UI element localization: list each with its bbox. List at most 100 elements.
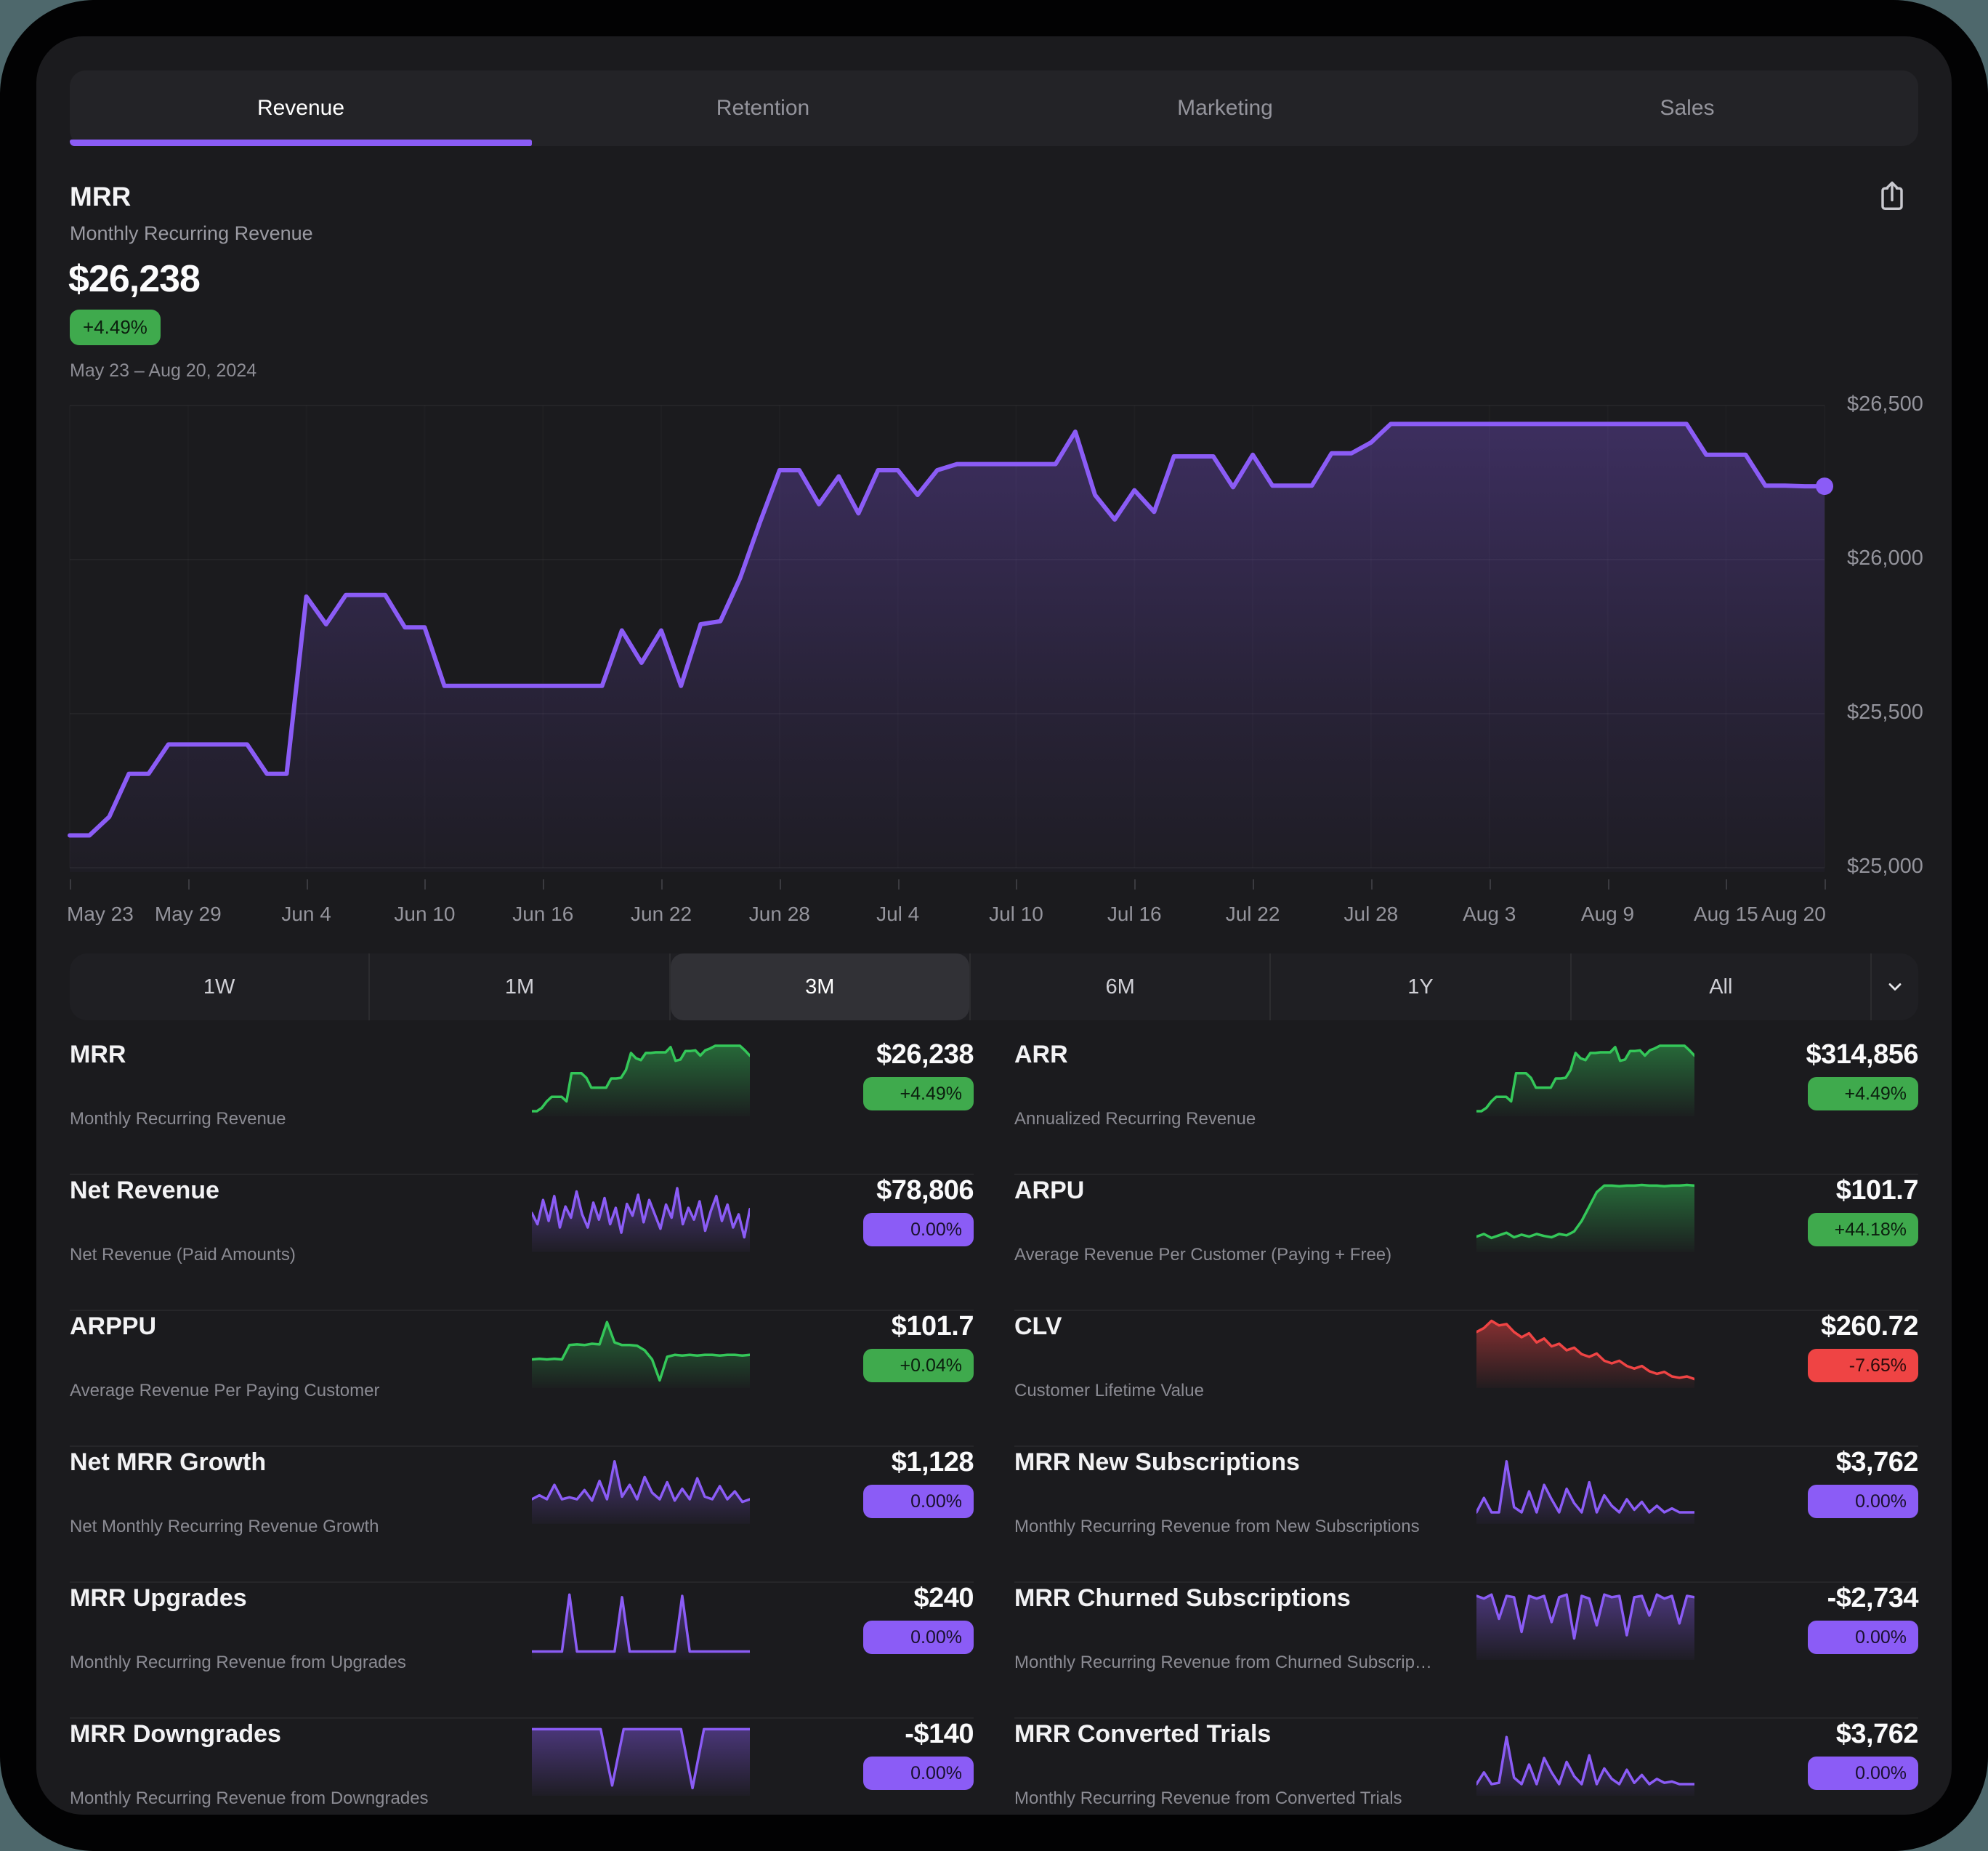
x-axis-label: Jul 4	[876, 903, 920, 925]
metric-row-arppu[interactable]: ARPPU Average Revenue Per Paying Custome…	[70, 1311, 974, 1447]
tab-sales[interactable]: Sales	[1660, 96, 1715, 120]
metric-row-net-mrr-growth[interactable]: Net MRR Growth Net Monthly Recurring Rev…	[70, 1447, 974, 1583]
last-point-dot	[1816, 477, 1833, 496]
x-axis-label: May 29	[154, 903, 222, 925]
metric-change-badge: 0.00%	[1808, 1757, 1918, 1790]
range-button-1m[interactable]: 1M	[370, 953, 668, 1020]
metric-sparkline	[532, 1727, 750, 1796]
metric-row-subtitle: Monthly Recurring Revenue from Downgrade…	[70, 1789, 429, 1808]
x-axis-label: Jun 28	[748, 903, 810, 925]
y-axis-label: $25,500	[1847, 701, 1923, 724]
y-axis-label: $25,000	[1847, 855, 1923, 878]
metric-row-value: $240	[913, 1583, 974, 1613]
metric-row-value: $78,806	[876, 1175, 974, 1206]
metric-row-subtitle: Monthly Recurring Revenue from Upgrades	[70, 1653, 406, 1672]
chevron-down-icon	[1888, 983, 1902, 991]
metric-row-mrr-downgrades[interactable]: MRR Downgrades Monthly Recurring Revenue…	[70, 1719, 974, 1815]
metric-change-badge: 0.00%	[863, 1621, 974, 1654]
metric-row-value: -$140	[905, 1719, 974, 1749]
date-range: May 23 – Aug 20, 2024	[70, 360, 257, 381]
metric-row-subtitle: Monthly Recurring Revenue from New Subsc…	[1014, 1517, 1420, 1536]
metric-row-title: ARR	[1014, 1041, 1068, 1068]
range-button-1w[interactable]: 1W	[70, 953, 368, 1020]
x-axis-label: May 23	[67, 903, 134, 925]
metric-sparkline	[1476, 1593, 1694, 1660]
mrr-current-value: $26,238	[68, 258, 201, 300]
metric-row-value: $3,762	[1835, 1719, 1919, 1749]
time-range-selector: 1W 1M 3M 6M 1Y All	[70, 953, 1918, 1020]
tab-retention[interactable]: Retention	[716, 96, 810, 120]
metric-row-subtitle: Annualized Recurring Revenue	[1014, 1109, 1256, 1129]
metric-row-value: $3,762	[1835, 1447, 1919, 1477]
page-subtitle: Monthly Recurring Revenue	[70, 222, 313, 244]
tab-marketing[interactable]: Marketing	[1177, 96, 1273, 120]
metric-row-net-revenue[interactable]: Net Revenue Net Revenue (Paid Amounts) $…	[70, 1175, 974, 1311]
metric-row-mrr-converted-trials[interactable]: MRR Converted Trials Monthly Recurring R…	[1014, 1719, 1919, 1815]
metric-sparkline	[532, 1187, 750, 1252]
metric-row-value: $260.72	[1821, 1311, 1918, 1342]
x-axis-tick	[1134, 879, 1136, 890]
metric-row-value: $26,238	[876, 1039, 974, 1070]
x-axis-label: Aug 15	[1693, 903, 1758, 925]
x-axis-tick	[543, 879, 545, 890]
metric-sparkline	[532, 1460, 750, 1524]
x-axis-label: Jul 16	[1107, 903, 1162, 925]
range-expand-button[interactable]	[1870, 953, 1918, 1020]
metric-change-badge: +4.49%	[1808, 1077, 1918, 1110]
metric-change-badge: +44.18%	[1808, 1213, 1918, 1246]
metric-row-mrr[interactable]: MRR Monthly Recurring Revenue $26,238 +4…	[70, 1039, 974, 1175]
metric-sparkline	[1476, 1460, 1694, 1524]
x-axis-label: Jul 22	[1225, 903, 1280, 925]
metric-change-badge: +0.04%	[863, 1349, 974, 1382]
range-button-all[interactable]: All	[1572, 953, 1870, 1020]
x-axis-label: Aug 9	[1580, 903, 1635, 925]
metric-sparkline	[532, 1593, 750, 1660]
metric-row-subtitle: Customer Lifetime Value	[1014, 1381, 1204, 1400]
metric-row-subtitle: Net Monthly Recurring Revenue Growth	[70, 1517, 379, 1536]
x-axis-tick	[1489, 879, 1491, 890]
x-axis-label: Aug 20	[1761, 903, 1826, 925]
metric-row-clv[interactable]: CLV Customer Lifetime Value $260.72 -7.6…	[1014, 1311, 1918, 1447]
metric-row-title: MRR Upgrades	[70, 1584, 247, 1612]
y-axis-label: $26,000	[1847, 547, 1923, 570]
metric-sparkline	[1476, 1044, 1694, 1116]
metric-change-badge: 0.00%	[863, 1485, 974, 1518]
metric-row-value: $1,128	[891, 1447, 974, 1477]
metrics-grid: MRR Monthly Recurring Revenue $26,238 +4…	[70, 1039, 1919, 1815]
analytics-dashboard: Revenue Retention Marketing Sales MRR Month…	[36, 36, 1952, 1815]
x-axis-tick	[70, 879, 71, 890]
metric-sparkline	[532, 1320, 750, 1388]
x-axis-tick	[661, 879, 663, 890]
metric-row-subtitle: Average Revenue Per Customer (Paying + F…	[1014, 1245, 1392, 1265]
metric-row-value: -$2,734	[1827, 1583, 1919, 1613]
metric-row-mrr-upgrades[interactable]: MRR Upgrades Monthly Recurring Revenue f…	[70, 1583, 974, 1719]
metric-row-value: $101.7	[1835, 1175, 1919, 1206]
x-axis-tick	[306, 879, 308, 890]
x-axis-tick	[897, 879, 900, 890]
metric-row-mrr-churned-subscriptions[interactable]: MRR Churned Subscriptions Monthly Recurr…	[1014, 1583, 1919, 1719]
share-button[interactable]	[1870, 176, 1914, 219]
metric-row-mrr-new-subscriptions[interactable]: MRR New Subscriptions Monthly Recurring …	[1014, 1447, 1919, 1583]
metric-row-subtitle: Average Revenue Per Paying Customer	[70, 1381, 380, 1400]
metric-row-title: MRR New Subscriptions	[1014, 1448, 1300, 1476]
range-button-1y[interactable]: 1Y	[1271, 953, 1569, 1020]
metric-sparkline	[532, 1044, 750, 1116]
metric-row-arpu[interactable]: ARPU Average Revenue Per Customer (Payin…	[1014, 1175, 1919, 1311]
metric-row-arr[interactable]: ARR Annualized Recurring Revenue $314,85…	[1014, 1039, 1918, 1175]
metric-change-badge: 0.00%	[863, 1213, 974, 1246]
metric-row-title: CLV	[1014, 1312, 1062, 1340]
x-axis-label: Jul 10	[989, 903, 1043, 925]
metric-row-value: $314,856	[1806, 1039, 1919, 1070]
x-axis-tick	[1370, 879, 1373, 890]
metric-row-subtitle: Net Revenue (Paid Amounts)	[70, 1245, 296, 1265]
metric-row-title: ARPPU	[70, 1312, 157, 1340]
metric-row-title: MRR Converted Trials	[1014, 1720, 1272, 1748]
metric-sparkline	[1476, 1183, 1694, 1252]
tab-revenue[interactable]: Revenue	[256, 96, 345, 120]
x-axis-label: Jun 22	[630, 903, 692, 925]
x-axis-tick	[424, 879, 427, 890]
range-button-6m[interactable]: 6M	[971, 953, 1269, 1020]
x-axis-tick	[1726, 879, 1728, 890]
range-button-3m[interactable]: 3M	[670, 953, 969, 1020]
mrr-area-chart[interactable]: $26,500 $26,000 $25,500 $25,000 May 23 May 29…	[67, 392, 1923, 959]
